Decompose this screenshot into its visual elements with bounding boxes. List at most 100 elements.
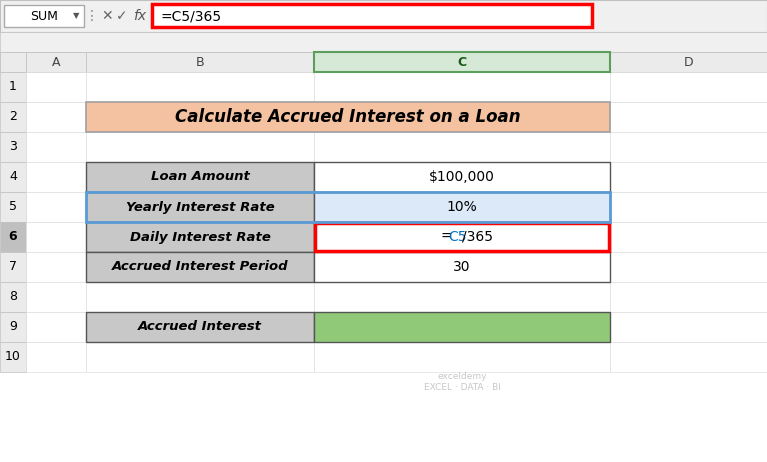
Text: 7: 7 bbox=[9, 261, 17, 274]
Bar bbox=[86, 102, 314, 132]
Bar bbox=[0, 132, 26, 162]
Bar bbox=[610, 192, 767, 222]
Bar bbox=[314, 162, 610, 192]
Text: B: B bbox=[196, 55, 204, 68]
Text: Accrued Interest: Accrued Interest bbox=[138, 321, 262, 334]
Text: 30: 30 bbox=[453, 260, 471, 274]
Bar bbox=[610, 282, 767, 312]
Bar bbox=[26, 102, 86, 132]
Bar bbox=[26, 222, 86, 252]
Text: SUM: SUM bbox=[30, 10, 58, 23]
Text: ▼: ▼ bbox=[73, 12, 79, 20]
Bar bbox=[26, 132, 86, 162]
Text: ✓: ✓ bbox=[116, 9, 128, 23]
Bar bbox=[86, 192, 610, 222]
Bar bbox=[0, 52, 26, 72]
Bar bbox=[26, 252, 86, 282]
Text: Accrued Interest Period: Accrued Interest Period bbox=[112, 261, 288, 274]
Bar bbox=[314, 132, 610, 162]
Bar bbox=[314, 72, 610, 102]
Text: /365: /365 bbox=[462, 230, 493, 244]
Bar bbox=[0, 72, 26, 102]
Bar bbox=[610, 72, 767, 102]
Bar bbox=[86, 222, 314, 252]
Bar bbox=[0, 312, 26, 342]
Text: Calculate Accrued Interest on a Loan: Calculate Accrued Interest on a Loan bbox=[175, 108, 521, 126]
Bar bbox=[0, 252, 26, 282]
Bar bbox=[610, 252, 767, 282]
Bar bbox=[86, 52, 314, 72]
Text: Loan Amount: Loan Amount bbox=[150, 170, 249, 183]
Text: C5: C5 bbox=[448, 230, 466, 244]
Bar bbox=[610, 102, 767, 132]
Text: 10%: 10% bbox=[446, 200, 477, 214]
Text: ✕: ✕ bbox=[101, 9, 113, 23]
Bar bbox=[86, 132, 314, 162]
Text: $100,000: $100,000 bbox=[429, 170, 495, 184]
Bar bbox=[26, 342, 86, 372]
Bar bbox=[86, 162, 314, 192]
Bar bbox=[86, 282, 314, 312]
Bar bbox=[314, 312, 610, 342]
Bar bbox=[86, 312, 314, 342]
Bar bbox=[86, 222, 314, 252]
Text: A: A bbox=[51, 55, 61, 68]
Bar bbox=[0, 32, 767, 52]
Bar bbox=[26, 282, 86, 312]
Text: 1: 1 bbox=[9, 80, 17, 93]
Text: 3: 3 bbox=[9, 140, 17, 153]
Bar bbox=[314, 312, 610, 342]
Text: Yearly Interest Rate: Yearly Interest Rate bbox=[126, 201, 275, 213]
Bar bbox=[314, 192, 610, 222]
Bar bbox=[314, 222, 610, 252]
Bar bbox=[26, 312, 86, 342]
Bar bbox=[0, 342, 26, 372]
Bar bbox=[610, 162, 767, 192]
Text: 8: 8 bbox=[9, 291, 17, 304]
Bar bbox=[0, 222, 26, 252]
Text: =C5/365: =C5/365 bbox=[160, 9, 221, 23]
Bar bbox=[0, 0, 767, 32]
Bar bbox=[0, 282, 26, 312]
Bar bbox=[315, 223, 609, 251]
Bar bbox=[314, 282, 610, 312]
Bar bbox=[86, 192, 314, 222]
Bar bbox=[610, 312, 767, 342]
Bar bbox=[314, 252, 610, 282]
Text: 6: 6 bbox=[8, 231, 18, 243]
Bar bbox=[26, 162, 86, 192]
Bar bbox=[86, 252, 314, 282]
Bar bbox=[314, 162, 610, 192]
Bar bbox=[314, 342, 610, 372]
Bar bbox=[152, 4, 592, 27]
Bar bbox=[86, 342, 314, 372]
Bar bbox=[0, 52, 767, 72]
Bar bbox=[4, 5, 84, 27]
Text: 5: 5 bbox=[9, 201, 17, 213]
Text: 4: 4 bbox=[9, 170, 17, 183]
Text: fx: fx bbox=[133, 9, 146, 23]
Text: C: C bbox=[457, 55, 466, 68]
Bar bbox=[0, 102, 26, 132]
Bar bbox=[0, 162, 26, 192]
Bar bbox=[314, 192, 610, 222]
Bar bbox=[86, 312, 314, 342]
Bar bbox=[610, 132, 767, 162]
Text: 2: 2 bbox=[9, 110, 17, 123]
Bar bbox=[86, 192, 314, 222]
Text: Daily Interest Rate: Daily Interest Rate bbox=[130, 231, 271, 243]
Bar bbox=[314, 102, 610, 132]
Bar bbox=[314, 252, 610, 282]
Bar bbox=[314, 52, 610, 72]
Bar bbox=[86, 72, 314, 102]
Bar bbox=[86, 252, 314, 282]
Bar bbox=[86, 162, 314, 192]
Text: =: = bbox=[440, 230, 452, 244]
Bar bbox=[610, 52, 767, 72]
Bar bbox=[26, 72, 86, 102]
Text: D: D bbox=[683, 55, 693, 68]
Bar bbox=[314, 222, 610, 252]
Text: 9: 9 bbox=[9, 321, 17, 334]
Text: ⋮: ⋮ bbox=[85, 9, 99, 23]
Text: exceldemy
EXCEL · DATA · BI: exceldemy EXCEL · DATA · BI bbox=[423, 372, 500, 392]
